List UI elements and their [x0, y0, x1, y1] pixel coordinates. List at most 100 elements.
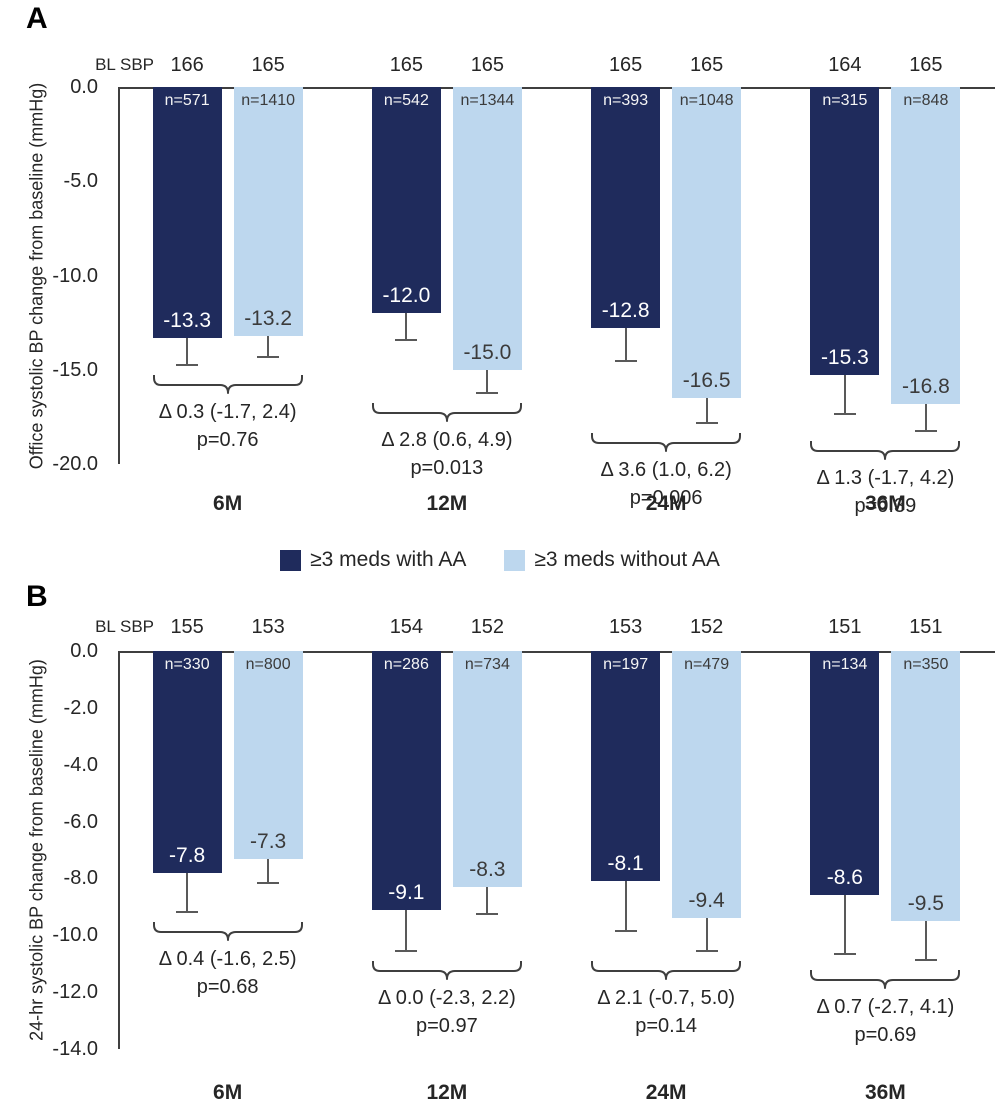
category-label: 36M [864, 492, 906, 515]
error-bar [624, 328, 627, 363]
error-bar [486, 369, 489, 395]
panel-a: A Office systolic BP change from baselin… [0, 0, 1000, 540]
error-bar [924, 403, 927, 432]
delta-annotation: Δ 1.3 (-1.7, 4.2) [816, 466, 955, 489]
legend-swatch-without-aa-icon [504, 549, 526, 571]
category-label: 24M [645, 492, 687, 515]
category-label: 12M [426, 1081, 468, 1102]
bar-n-label: n=1048 [679, 92, 734, 109]
p-value: p=0.006 [629, 487, 703, 510]
bl-sbp-value: 153 [608, 616, 643, 638]
bar-value-label: -16.5 [682, 369, 731, 393]
bl-sbp-value: 151 [828, 616, 862, 638]
p-value: p=0.68 [196, 975, 259, 998]
bl-sbp-value: 164 [828, 54, 862, 76]
bar-value-label: -15.0 [463, 340, 512, 364]
bar-value-label: -7.3 [250, 829, 287, 853]
bar-n-label: n=1344 [460, 92, 515, 109]
error-bar [705, 398, 708, 425]
panel-a-bl-sbp-header: BL SBP [95, 55, 154, 74]
error-bar-cap [833, 953, 856, 956]
bar-value-label: -8.6 [826, 866, 863, 890]
comparison-brace-icon [371, 961, 522, 981]
bar-n-label: n=393 [603, 92, 649, 109]
y-tick-label: -6.0 [63, 810, 98, 833]
error-bar [624, 881, 627, 933]
bar-without-aa: n=800 -7.3 [233, 651, 303, 859]
error-bar-cap [833, 412, 856, 415]
bar-value-label: -8.3 [469, 857, 506, 881]
bar-value-label: -9.1 [388, 880, 425, 904]
panel-b-bl-sbp-header: BL SBP [95, 617, 154, 636]
error-bar-cap [395, 339, 418, 342]
y-tick-label: -12.0 [52, 981, 98, 1004]
comparison-brace-icon [810, 969, 961, 989]
bl-sbp-value: 165 [251, 54, 285, 76]
bar-value-label: -13.2 [244, 306, 293, 330]
error-bar [924, 921, 927, 961]
bar-n-label: n=330 [164, 656, 210, 673]
bar-value-label: -12.8 [601, 299, 650, 323]
error-bar [186, 337, 189, 366]
bar-without-aa: n=848 -16.8 [891, 87, 961, 404]
error-bar-cap [395, 950, 418, 953]
delta-annotation: Δ 0.0 (-2.3, 2.2) [377, 987, 516, 1010]
delta-annotation: Δ 2.1 (-0.7, 5.0) [597, 987, 736, 1010]
bl-sbp-value: 165 [909, 54, 943, 76]
bl-sbp-value: 154 [389, 616, 424, 638]
bar-with-aa: n=393 -12.8 [591, 87, 661, 329]
legend: ≥3 meds with AA ≥3 meds without AA [0, 548, 1000, 572]
y-tick-label: -15.0 [52, 358, 98, 381]
bl-sbp-value: 152 [689, 616, 724, 638]
error-bar [186, 872, 189, 913]
bar-with-aa: n=542 -12.0 [371, 87, 441, 314]
bar-n-label: n=571 [164, 92, 210, 109]
comparison-brace-icon [152, 374, 303, 394]
bar-n-label: n=479 [684, 656, 730, 673]
bar-value-label: -13.3 [163, 308, 212, 332]
delta-annotation: Δ 0.4 (-1.6, 2.5) [158, 947, 297, 970]
error-bar-cap [257, 356, 280, 359]
bar-n-label: n=734 [464, 656, 510, 673]
legend-item-with-aa: ≥3 meds with AA [280, 548, 466, 572]
bar-value-label: -16.8 [901, 374, 950, 398]
bar-n-label: n=134 [822, 656, 868, 673]
bar-value-label: -8.1 [607, 852, 644, 876]
bar-n-label: n=542 [383, 92, 429, 109]
p-value: p=0.013 [410, 457, 484, 480]
error-bar-cap [695, 422, 718, 425]
y-tick-label: -14.0 [52, 1038, 98, 1060]
legend-item-without-aa: ≥3 meds without AA [504, 548, 720, 572]
bl-sbp-value: 165 [389, 54, 424, 76]
bar-value-label: -9.5 [907, 892, 944, 916]
comparison-brace-icon [591, 961, 742, 981]
bar-with-aa: n=134 -8.6 [810, 651, 880, 896]
error-bar [405, 909, 408, 953]
error-bar [267, 858, 270, 885]
legend-label-without-aa: ≥3 meds without AA [534, 548, 720, 571]
error-bar-cap [914, 429, 937, 432]
y-tick-label: -5.0 [63, 170, 98, 193]
error-bar [705, 918, 708, 953]
y-tick-label: -10.0 [52, 264, 98, 287]
bar-with-aa: n=330 -7.8 [152, 651, 222, 873]
category-label: 36M [864, 1081, 906, 1102]
category-label: 12M [426, 492, 468, 515]
y-tick-label: -20.0 [52, 453, 98, 475]
error-bar [267, 335, 270, 359]
bar-with-aa: n=571 -13.3 [152, 87, 222, 338]
bar-n-label: n=848 [903, 92, 949, 109]
error-bar-cap [176, 363, 199, 366]
p-value: p=0.97 [416, 1015, 478, 1038]
y-tick-label: 0.0 [70, 76, 98, 98]
p-value: p=0.76 [196, 428, 259, 451]
error-bar-cap [476, 913, 499, 916]
category-label: 24M [645, 1081, 687, 1102]
bar-without-aa: n=1410 -13.2 [233, 87, 303, 336]
panel-a-plot-area [118, 87, 995, 464]
y-tick-label: 0.0 [70, 640, 98, 662]
comparison-brace-icon [371, 403, 522, 423]
bl-sbp-value: 165 [689, 54, 724, 76]
category-label: 6M [213, 1081, 243, 1102]
